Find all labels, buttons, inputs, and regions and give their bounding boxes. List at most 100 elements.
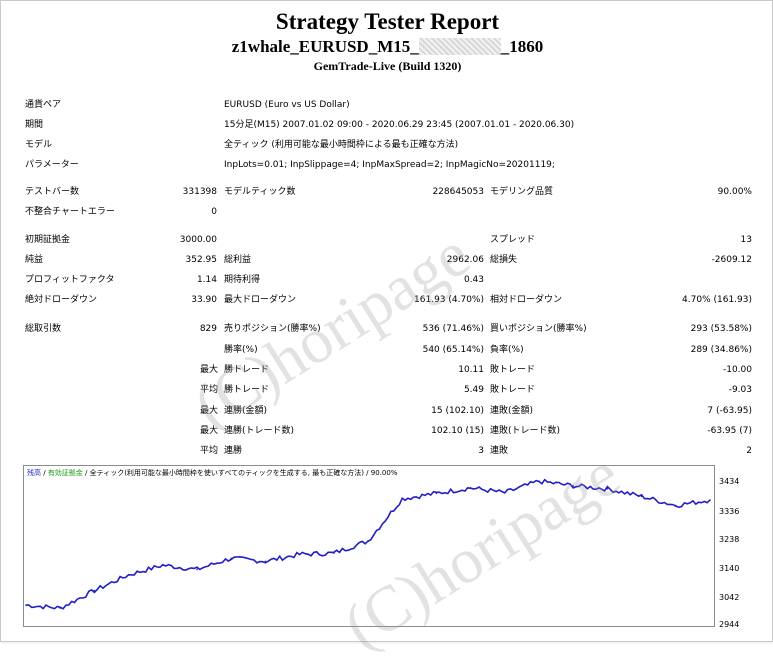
balance-point (606, 488, 609, 490)
largest-loss-label: 敗トレード (490, 365, 536, 375)
balance-point (709, 499, 711, 501)
ticks-value: 228645053 (432, 187, 484, 197)
legend-quality: 90.00% (370, 469, 398, 477)
balance-chart (23, 465, 715, 627)
balance-point (298, 553, 301, 556)
rel-dd-label: 相対ドローダウン (490, 295, 563, 305)
deposit-value: 3000.00 (179, 235, 217, 245)
ticks-label: モデルティック数 (224, 187, 296, 197)
gross-loss-label: 総損失 (490, 255, 518, 265)
bars-label: テストバー数 (25, 187, 80, 197)
expected-label: 期待利得 (224, 275, 261, 285)
balance-point (230, 557, 232, 560)
spread-value: 13 (740, 235, 752, 245)
legend-model: 全ティック(利用可能な最小時間枠を使いすべてのティックを生成する, 最も正確な方… (89, 469, 364, 477)
balance-point (435, 492, 438, 495)
loss-label: 負率(%) (490, 345, 524, 355)
balance-point (367, 540, 369, 542)
balance-point (93, 589, 96, 592)
balance-point (162, 564, 164, 566)
y-tick-label: 2944 (719, 620, 740, 629)
errors-value: 0 (211, 207, 217, 217)
net-label: 純益 (25, 255, 44, 265)
period-value: 15分足(M15) 2007.01.02 09:00 - 2020.06.29 … (224, 120, 575, 130)
ea-name-suffix: _1860 (500, 37, 544, 56)
balance-point (264, 560, 267, 563)
balance-point (572, 485, 574, 487)
y-tick-label: 3336 (719, 507, 740, 516)
balance-point (640, 495, 643, 498)
symbol-label: 通貨ペア (25, 100, 62, 110)
period-label: 期間 (25, 120, 44, 130)
gross-loss-value: -2609.12 (711, 255, 752, 265)
spread-label: スプレッド (490, 235, 536, 245)
avg-consec-loss-label: 連敗 (490, 446, 509, 456)
chart-legend: 残高 / 有効証拠金 / 全ティック(利用可能な最小時間枠を使いすべてのティック… (27, 469, 398, 477)
max-consec-win-value: 15 (102.10) (431, 406, 484, 416)
y-tick-label: 3238 (719, 535, 740, 544)
max-word-1: 最大 (200, 365, 219, 375)
max-consec-profit-value: 102.10 (15) (431, 426, 484, 436)
y-tick-label: 3434 (719, 477, 740, 486)
params-label: パラメーター (25, 160, 79, 170)
bars-value: 331398 (182, 187, 217, 197)
balance-point (59, 607, 61, 609)
max-consec-profit-label: 連勝(トレード数) (224, 426, 295, 436)
long-value: 293 (53.58%) (690, 324, 752, 334)
balance-point (25, 604, 27, 606)
avg-loss-value: -9.03 (728, 385, 752, 395)
avg-word-1: 平均 (200, 385, 219, 395)
max-word-3: 最大 (200, 426, 219, 436)
short-label: 売りポジション(勝率%) (224, 324, 321, 334)
quality-value: 90.00% (717, 187, 752, 197)
server-name: GemTrade-Live (Build 1320) (313, 59, 462, 73)
balance-point (196, 568, 198, 571)
largest-loss-value: -10.00 (722, 365, 752, 375)
max-consec-loss-label: 連敗(金額) (490, 406, 534, 416)
largest-win-label: 勝トレード (224, 365, 270, 375)
long-label: 買いポジション(勝率%) (490, 324, 587, 334)
net-value: 352.95 (185, 255, 218, 265)
legend-balance: 残高 (27, 469, 41, 477)
abs-dd-value: 33.90 (191, 295, 217, 305)
rel-dd-value: 4.70% (161.93) (682, 295, 752, 305)
max-consec-lossamt-label: 連敗(トレード数) (490, 426, 561, 436)
model-value: 全ティック (利用可能な最小時間枠による最も正確な方法) (224, 140, 459, 150)
total-trades-value: 829 (199, 324, 217, 334)
max-consec-lossamt-value: -63.95 (7) (707, 426, 752, 436)
avg-word-2: 平均 (200, 446, 219, 456)
max-consec-win-label: 連勝(金額) (224, 406, 268, 416)
avg-loss-label: 敗トレード (490, 385, 536, 395)
win-value: 540 (65.14%) (422, 345, 484, 355)
balance-point (401, 498, 404, 500)
y-tick-label: 3042 (719, 593, 740, 602)
symbol-value: EURUSD (Euro vs US Dollar) (224, 100, 350, 110)
errors-label: 不整合チャートエラー (25, 207, 115, 217)
avg-consec-win-label: 連勝 (224, 446, 243, 456)
win-label: 勝率(%) (224, 345, 258, 355)
avg-win-value: 5.49 (463, 385, 484, 395)
balance-chart-svg (25, 478, 711, 610)
balance-point (127, 574, 130, 576)
deposit-label: 初期証拠金 (25, 235, 71, 245)
max-dd-label: 最大ドローダウン (224, 295, 297, 305)
loss-value: 289 (34.86%) (690, 345, 752, 355)
total-trades-label: 総取引数 (25, 324, 62, 334)
balance-point (675, 504, 677, 507)
abs-dd-label: 絶対ドローダウン (25, 295, 98, 305)
avg-win-label: 勝トレード (224, 385, 270, 395)
y-tick-label: 3140 (719, 564, 740, 573)
gross-profit-value: 2962.06 (446, 255, 484, 265)
max-word-2: 最大 (200, 406, 219, 416)
quality-label: モデリング品質 (490, 187, 554, 197)
max-dd-value: 161.93 (4.70%) (414, 295, 484, 305)
avg-consec-loss-value: 2 (746, 446, 752, 456)
largest-win-value: 10.11 (458, 365, 484, 375)
short-value: 536 (71.46%) (422, 324, 484, 334)
pf-value: 1.14 (196, 275, 217, 285)
params-value: InpLots=0.01; InpSlippage=4; InpMaxSprea… (224, 160, 555, 170)
balance-point (538, 480, 540, 482)
balance-point (469, 487, 472, 489)
report-title: Strategy Tester Report (275, 9, 500, 34)
